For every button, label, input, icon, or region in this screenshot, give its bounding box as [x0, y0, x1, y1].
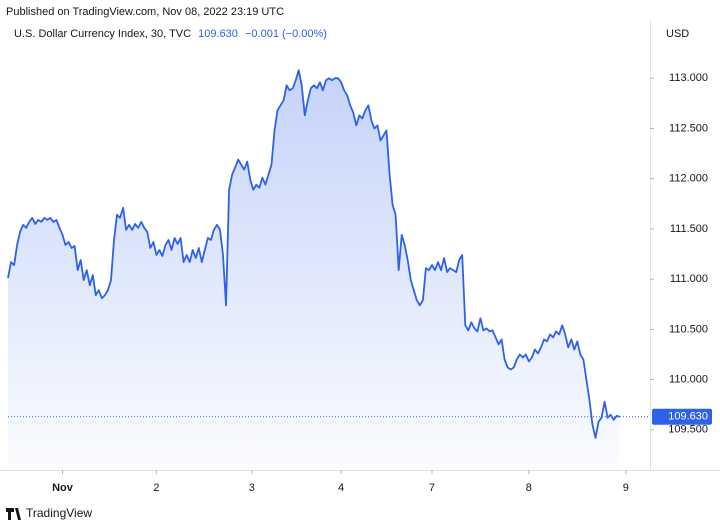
price-line — [7, 69, 620, 439]
last-value: 109.630 — [198, 28, 238, 40]
brand: TradingView — [6, 506, 92, 520]
legend-row: U.S. Dollar Currency Index, 30, TVC 109.… — [14, 28, 327, 40]
symbol-title: U.S. Dollar Currency Index, 30, TVC — [14, 28, 192, 40]
x-tick-label: 3 — [249, 482, 255, 494]
x-tick-label: Nov — [52, 482, 74, 494]
y-tick-label: 111.500 — [670, 223, 708, 235]
x-tick-label: 2 — [153, 482, 159, 494]
y-tick-label: 113.000 — [669, 72, 708, 84]
axis-unit: USD — [666, 28, 690, 40]
published-note: Published on TradingView.com, Nov 08, 20… — [6, 6, 285, 18]
x-tick-label: 7 — [429, 482, 435, 494]
y-tick-label: 111.000 — [670, 273, 708, 285]
x-tick-label: 4 — [338, 482, 344, 494]
area-fill — [8, 70, 620, 470]
y-tick-label: 112.500 — [669, 122, 708, 134]
x-tick-label: 8 — [526, 482, 532, 494]
brand-name: TradingView — [26, 506, 92, 520]
y-tick-label: 110.000 — [669, 373, 708, 385]
x-tick-label: 9 — [623, 482, 629, 494]
last-price-box — [652, 408, 712, 425]
change: −0.001 (−0.00%) — [244, 28, 327, 40]
last-price-label: 109.630 — [668, 411, 708, 423]
y-tick-label: 112.000 — [669, 173, 708, 185]
y-tick-label: 110.500 — [669, 323, 708, 335]
y-tick-label: 109.500 — [668, 424, 708, 436]
